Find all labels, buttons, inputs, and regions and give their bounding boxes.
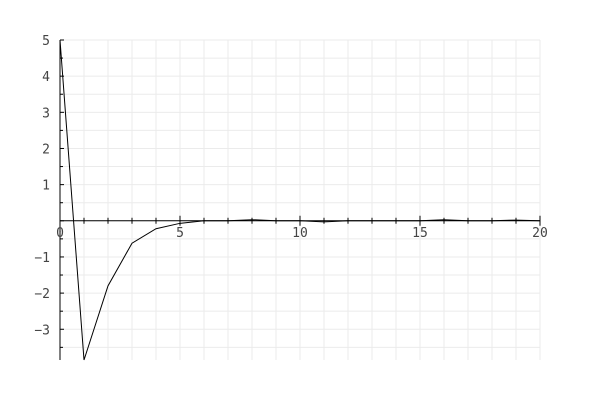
- y-tick-label: 1: [42, 179, 50, 194]
- y-tick-label: −2: [34, 287, 50, 302]
- y-tick-label: 3: [42, 106, 50, 121]
- y-tick-label: −1: [34, 251, 50, 266]
- y-tick-label: 4: [42, 70, 50, 85]
- x-tick-label: 20: [532, 226, 548, 241]
- x-tick-label: 10: [292, 226, 308, 241]
- series-layer: [59, 39, 541, 361]
- x-tick-label: 5: [176, 226, 184, 241]
- x-tick-label: 15: [412, 226, 428, 241]
- y-tick-label: −3: [34, 323, 50, 338]
- x-tick-label: 0: [56, 226, 64, 241]
- tick-labels: 0 5 10 15 20 −3 −2 −1 1 2 3 4 5: [34, 34, 547, 338]
- y-tick-label: 2: [42, 142, 50, 157]
- y-tick-label: 5: [42, 34, 50, 49]
- series-line-0: [59, 39, 541, 361]
- grid: [59, 39, 541, 360]
